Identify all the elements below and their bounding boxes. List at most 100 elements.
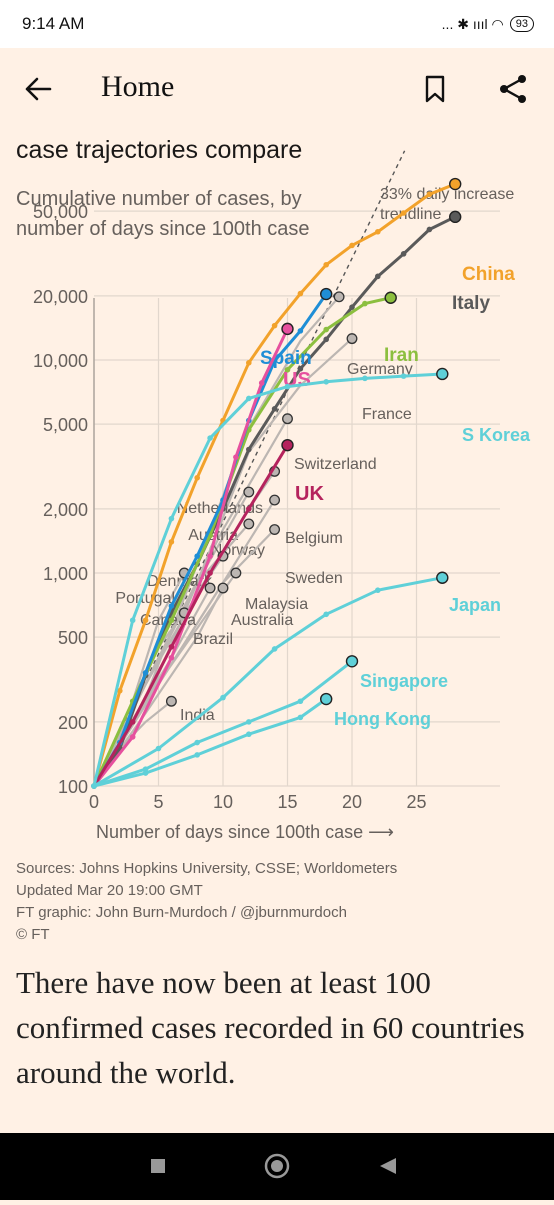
battery-icon: 93 [509, 16, 534, 32]
series-point [349, 242, 355, 249]
y-tick-label: 20,000 [33, 287, 88, 307]
series-end-marker [269, 524, 281, 535]
y-tick-label: 100 [58, 777, 88, 797]
series-point [426, 191, 433, 198]
series-point [142, 617, 149, 624]
home-icon[interactable] [264, 1153, 290, 1179]
series-point [375, 587, 381, 594]
series-point [400, 373, 407, 379]
series-point [375, 228, 381, 235]
series-point [220, 694, 226, 701]
series-point [375, 273, 381, 280]
series-line-china [92, 182, 456, 787]
series-label-hong-kong: Hong Kong [334, 709, 431, 729]
series-point [117, 687, 123, 694]
trendline [93, 150, 406, 787]
trendline-label-line2: trendline [380, 206, 441, 223]
y-tick-label: 500 [58, 628, 88, 648]
series-point [168, 603, 175, 609]
series-point [194, 553, 200, 559]
back-nav-icon[interactable] [380, 1158, 396, 1174]
series-point [129, 617, 136, 624]
series-label-us: US [283, 369, 311, 391]
series-point [246, 446, 252, 453]
series-line-netherlands [93, 470, 276, 787]
series-point [91, 783, 97, 789]
series-end-marker [178, 567, 190, 579]
series-point [142, 766, 149, 772]
x-tick-label: 10 [213, 792, 233, 812]
series-point [246, 731, 252, 738]
series-point [284, 366, 291, 373]
series-point [91, 783, 97, 789]
series-point [323, 336, 330, 343]
series-point [246, 719, 252, 725]
series-label-uk: UK [295, 483, 324, 505]
series-point [194, 739, 200, 746]
series-label-china: China [462, 264, 515, 285]
x-tick-label: 20 [342, 792, 362, 812]
series-end-marker [243, 486, 255, 498]
series-end-marker [436, 571, 449, 584]
series-label-netherlands: Netherlands [177, 500, 263, 517]
series-point [194, 474, 200, 481]
y-tick-label: 1,000 [43, 564, 88, 584]
series-point [246, 506, 252, 512]
series-point [194, 752, 200, 758]
series-line-singapore [93, 660, 353, 788]
series-point [233, 454, 239, 460]
series-point [207, 435, 213, 441]
series-point [258, 380, 265, 386]
series-label-brazil: Brazil [193, 631, 233, 648]
series-line-iran [92, 296, 392, 787]
y-tick-label: 5,000 [43, 415, 88, 435]
series-label-sweden: Sweden [285, 570, 343, 587]
series-point [168, 644, 175, 650]
series-label-malaysia: Malaysia [245, 596, 308, 613]
back-arrow-icon[interactable] [24, 76, 52, 102]
share-icon[interactable] [498, 74, 528, 104]
series-point [323, 611, 330, 618]
series-line-uk [92, 444, 289, 787]
series-end-marker [165, 695, 177, 707]
series-point [323, 261, 330, 268]
series-label-s-korea: S Korea [462, 425, 531, 445]
series-point [284, 383, 291, 390]
series-point [91, 783, 97, 789]
app-title: Home [101, 70, 175, 103]
copyright-line: © FT [16, 926, 50, 943]
series-line-s-korea [92, 372, 443, 787]
series-point [297, 290, 304, 297]
series-end-marker [345, 655, 359, 668]
series-end-marker [384, 291, 397, 304]
series-point [194, 561, 200, 567]
series-point [271, 358, 278, 364]
bookmark-icon[interactable] [424, 74, 446, 104]
series-point [91, 783, 97, 789]
series-point [91, 783, 97, 789]
recents-icon[interactable] [151, 1159, 165, 1173]
series-point [129, 698, 136, 705]
series-end-marker [204, 582, 216, 594]
y-tick-label: 2,000 [43, 500, 88, 520]
series-label-switzerland: Switzerland [294, 456, 377, 473]
series-line-italy [92, 215, 456, 787]
series-label-norway: Norway [211, 542, 265, 559]
series-point [220, 417, 226, 424]
series-point [91, 783, 97, 789]
series-line-austria [93, 491, 250, 787]
series-point [168, 539, 175, 545]
series-label-australia: Australia [231, 612, 293, 629]
series-label-spain: Spain [260, 348, 312, 369]
series-label-belgium: Belgium [285, 530, 343, 547]
series-line-germany [93, 296, 340, 787]
series-line-india [93, 700, 173, 787]
series-label-iran: Iran [384, 345, 419, 366]
series-label-canada: Canada [140, 612, 196, 629]
series-line-belgium [93, 499, 276, 787]
series-line-sweden [93, 528, 276, 787]
series-label-india: India [180, 707, 215, 724]
series-point [207, 570, 213, 576]
series-label-denmark: Denmark [147, 573, 213, 590]
series-point [91, 783, 97, 789]
